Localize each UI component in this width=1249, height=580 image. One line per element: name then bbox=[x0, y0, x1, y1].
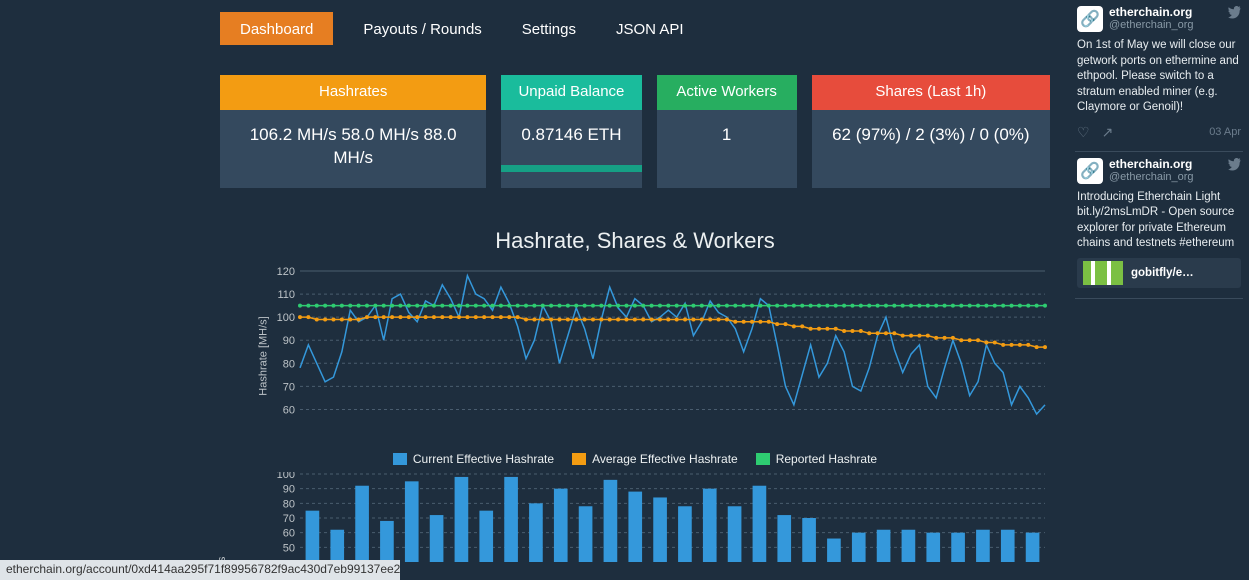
embed-thumb-icon bbox=[1083, 261, 1123, 285]
svg-text:80: 80 bbox=[283, 358, 295, 370]
tab-json-api[interactable]: JSON API bbox=[596, 12, 704, 45]
line-chart: Hashrate [MH/s] 60 70 80 90 100 110 120 bbox=[220, 266, 1050, 446]
tweet-1-avatar[interactable]: 🔗 bbox=[1077, 6, 1103, 32]
legend-sw-reported bbox=[756, 453, 770, 465]
svg-text:60: 60 bbox=[283, 527, 295, 539]
stat-workers-title: Active Workers bbox=[657, 75, 797, 110]
legend-sw-current bbox=[393, 453, 407, 465]
stat-unpaid-title: Unpaid Balance bbox=[501, 75, 641, 110]
svg-text:100: 100 bbox=[277, 472, 295, 481]
like-icon[interactable]: ♡ bbox=[1077, 124, 1090, 141]
legend-current-label: Current Effective Hashrate bbox=[413, 452, 554, 466]
tweet-2-embed[interactable]: gobitfly/e… bbox=[1077, 258, 1241, 288]
tab-dashboard[interactable]: Dashboard bbox=[220, 12, 333, 45]
svg-text:90: 90 bbox=[283, 335, 295, 347]
tweet-1-handle[interactable]: @etherchain_org bbox=[1109, 19, 1221, 31]
tab-payouts[interactable]: Payouts / Rounds bbox=[343, 12, 501, 45]
nav-tabs: Dashboard Payouts / Rounds Settings JSON… bbox=[220, 0, 1050, 45]
twitter-bird-icon[interactable] bbox=[1227, 6, 1241, 23]
status-bar: etherchain.org/account/0xd414aa295f71f89… bbox=[0, 560, 400, 580]
tweet-2-avatar[interactable]: 🔗 bbox=[1077, 158, 1103, 184]
tab-settings[interactable]: Settings bbox=[502, 12, 596, 45]
stat-shares: Shares (Last 1h) 62 (97%) / 2 (3%) / 0 (… bbox=[812, 75, 1050, 188]
legend-average-label: Average Effective Hashrate bbox=[592, 452, 738, 466]
svg-text:70: 70 bbox=[283, 513, 295, 525]
main-content: Dashboard Payouts / Rounds Settings JSON… bbox=[220, 0, 1050, 572]
stats-row: Hashrates 106.2 MH/s 58.0 MH/s 88.0 MH/s… bbox=[220, 75, 1050, 188]
stat-hashrates-value: 106.2 MH/s 58.0 MH/s 88.0 MH/s bbox=[220, 110, 486, 188]
stat-workers: Active Workers 1 bbox=[657, 75, 797, 188]
tweet-2-body: Introducing Etherchain Light bit.ly/2msL… bbox=[1077, 190, 1241, 252]
share-icon[interactable]: ↗ bbox=[1102, 124, 1114, 141]
bar-chart: ares 5060708090100 bbox=[220, 472, 1050, 572]
svg-text:90: 90 bbox=[283, 483, 295, 495]
tweet-1-date: 03 Apr bbox=[1209, 126, 1241, 138]
embed-title: gobitfly/e… bbox=[1131, 267, 1194, 279]
tweet-2: 🔗 etherchain.org @etherchain_org Introdu… bbox=[1075, 152, 1243, 299]
legend-reported[interactable]: Reported Hashrate bbox=[756, 452, 877, 466]
svg-text:80: 80 bbox=[283, 498, 295, 510]
twitter-sidebar: 🔗 etherchain.org @etherchain_org On 1st … bbox=[1069, 0, 1249, 580]
tweet-1-user[interactable]: etherchain.org bbox=[1109, 6, 1221, 19]
legend-current[interactable]: Current Effective Hashrate bbox=[393, 452, 554, 466]
chart-title: Hashrate, Shares & Workers bbox=[220, 228, 1050, 254]
legend-sw-average bbox=[572, 453, 586, 465]
stat-unpaid: Unpaid Balance 0.87146 ETH bbox=[501, 75, 641, 188]
stat-hashrates: Hashrates 106.2 MH/s 58.0 MH/s 88.0 MH/s bbox=[220, 75, 486, 188]
stat-unpaid-bar bbox=[501, 165, 641, 172]
svg-text:70: 70 bbox=[283, 381, 295, 393]
twitter-bird-icon[interactable] bbox=[1227, 158, 1241, 175]
stat-hashrates-title: Hashrates bbox=[220, 75, 486, 110]
legend-average[interactable]: Average Effective Hashrate bbox=[572, 452, 738, 466]
stat-workers-value: 1 bbox=[657, 110, 797, 165]
tweet-1: 🔗 etherchain.org @etherchain_org On 1st … bbox=[1075, 0, 1243, 152]
legend-reported-label: Reported Hashrate bbox=[776, 452, 877, 466]
svg-text:120: 120 bbox=[277, 266, 295, 278]
stat-unpaid-value: 0.87146 ETH bbox=[501, 110, 641, 165]
svg-text:50: 50 bbox=[283, 542, 295, 554]
chart-legend: Current Effective Hashrate Average Effec… bbox=[220, 452, 1050, 466]
stat-shares-value: 62 (97%) / 2 (3%) / 0 (0%) bbox=[812, 110, 1050, 165]
svg-text:60: 60 bbox=[283, 404, 295, 416]
tweet-2-user[interactable]: etherchain.org bbox=[1109, 158, 1221, 171]
line-chart-ylabel: Hashrate [MH/s] bbox=[258, 316, 270, 395]
svg-text:100: 100 bbox=[277, 312, 295, 324]
stat-shares-title: Shares (Last 1h) bbox=[812, 75, 1050, 110]
svg-text:110: 110 bbox=[277, 289, 295, 301]
tweet-2-handle[interactable]: @etherchain_org bbox=[1109, 171, 1221, 183]
tweet-1-body: On 1st of May we will close our getwork … bbox=[1077, 38, 1241, 116]
